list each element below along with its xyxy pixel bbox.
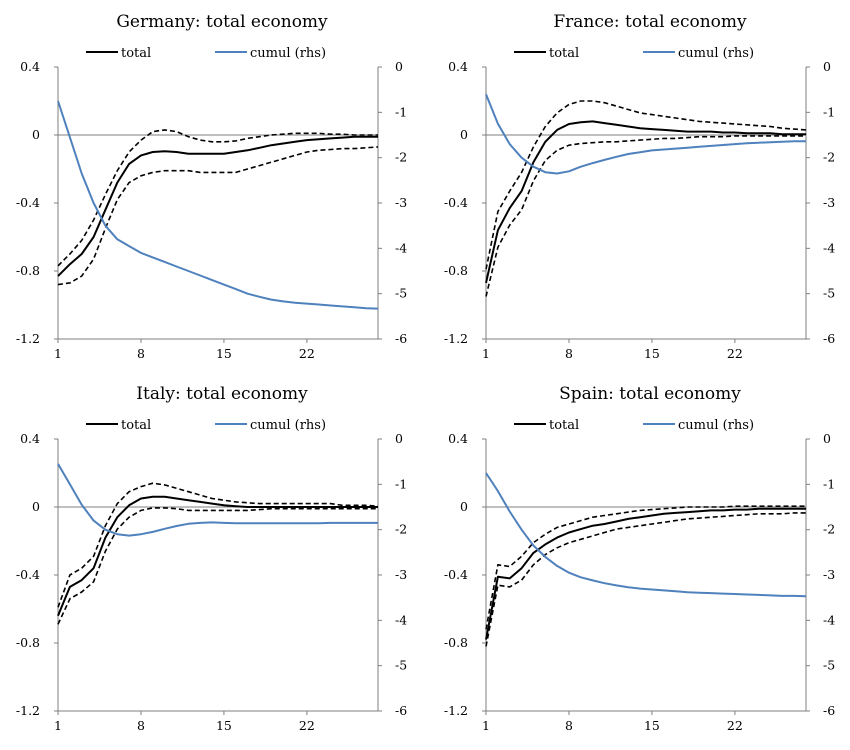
y-right-tick-label: -4 <box>395 240 407 255</box>
y-left-tick-label: -0.8 <box>16 635 40 650</box>
x-tick-label: 8 <box>137 718 145 733</box>
series-cumul-line <box>57 463 378 537</box>
y-left-tick-label: 0 <box>32 499 40 514</box>
y-left-tick-label: 0 <box>460 499 468 514</box>
y-right-tick-label: -1 <box>395 476 407 491</box>
series-band-line <box>57 507 378 625</box>
y-left-tick-label: -0.4 <box>444 195 468 210</box>
legend-cumul-label: cumul (rhs) <box>678 46 754 61</box>
y-right-tick-label: -5 <box>395 286 407 301</box>
legend-total-label: total <box>121 46 151 61</box>
x-tick-label: 22 <box>727 346 743 361</box>
y-right-tick-label: -5 <box>395 658 407 673</box>
x-tick-label: 1 <box>54 718 62 733</box>
x-tick-label: 1 <box>482 346 490 361</box>
chart-panel-2: France: total economy total cumul (rhs) 0.4… <box>444 12 835 361</box>
y-right-tick-label: 0 <box>395 431 403 446</box>
series-band-line <box>485 135 806 297</box>
chart-panel-1: Germany: total economy total cumul (rhs) 0.… <box>16 12 407 361</box>
y-right-tick-label: -2 <box>395 522 407 537</box>
y-right-tick-label: 0 <box>395 59 403 74</box>
x-tick-label: 15 <box>644 346 660 361</box>
legend-cumul-label: cumul (rhs) <box>250 46 326 61</box>
y-right-tick-label: -2 <box>823 522 835 537</box>
y-right-tick-label: -6 <box>823 703 835 718</box>
x-tick-label: 1 <box>54 346 62 361</box>
series-cumul-line <box>57 100 379 310</box>
chart-panel-3: Italy: total economy total cumul (rhs) 0.4 0… <box>16 384 407 733</box>
y-left-tick-label: 0.4 <box>448 59 468 74</box>
y-right-tick-label: -3 <box>395 195 407 210</box>
y-left-tick-label: -1.2 <box>16 703 40 718</box>
x-tick-label: 15 <box>644 718 660 733</box>
series-band-line <box>57 146 379 286</box>
series-total-line <box>485 120 806 284</box>
x-tick-label: 8 <box>137 346 145 361</box>
legend-cumul-label: cumul (rhs) <box>678 418 754 433</box>
y-left-tick-label: -1.2 <box>444 703 468 718</box>
y-left-tick-label: 0 <box>460 127 468 142</box>
y-right-tick-label: 0 <box>823 59 831 74</box>
chart-title: Germany: total economy <box>116 12 328 32</box>
y-right-tick-label: -3 <box>823 567 835 582</box>
series-total-line <box>57 135 378 277</box>
legend-total-label: total <box>549 418 579 433</box>
y-left-tick-label: -0.8 <box>444 635 468 650</box>
y-left-tick-label: -1.2 <box>444 331 468 346</box>
y-right-tick-label: -6 <box>395 703 407 718</box>
y-left-tick-label: 0.4 <box>20 431 40 446</box>
x-tick-label: 15 <box>216 718 232 733</box>
series-band-line <box>57 482 379 608</box>
series-band-line <box>485 512 806 647</box>
legend-total-label: total <box>121 418 151 433</box>
y-right-tick-label: -6 <box>823 331 835 346</box>
y-right-tick-label: -4 <box>395 612 407 627</box>
y-left-tick-label: -0.4 <box>16 195 40 210</box>
x-tick-label: 8 <box>565 346 573 361</box>
series-cumul-line <box>485 93 806 175</box>
y-left-tick-label: 0.4 <box>20 59 40 74</box>
x-tick-label: 15 <box>216 346 232 361</box>
y-right-tick-label: -1 <box>395 104 407 119</box>
chart-panel-4: Spain: total economy total cumul (rhs) 0.4 0… <box>444 384 835 733</box>
y-right-tick-label: -6 <box>395 331 407 346</box>
y-right-tick-label: 0 <box>823 431 831 446</box>
y-left-tick-label: -0.4 <box>16 567 40 582</box>
x-tick-label: 22 <box>299 718 315 733</box>
y-left-tick-label: 0 <box>32 127 40 142</box>
y-right-tick-label: -3 <box>395 567 407 582</box>
y-left-tick-label: -0.8 <box>16 263 40 278</box>
series-total-line <box>485 507 806 640</box>
legend-cumul-label: cumul (rhs) <box>250 418 326 433</box>
y-right-tick-label: -4 <box>823 240 835 255</box>
y-right-tick-label: -4 <box>823 612 835 627</box>
chart-title: Spain: total economy <box>559 384 741 404</box>
x-tick-label: 1 <box>482 718 490 733</box>
y-right-tick-label: -5 <box>823 658 835 673</box>
x-tick-label: 22 <box>727 718 743 733</box>
series-cumul-line <box>485 472 807 598</box>
y-left-tick-label: 0.4 <box>448 431 468 446</box>
y-right-tick-label: -3 <box>823 195 835 210</box>
series-band-line <box>485 100 807 270</box>
x-tick-label: 8 <box>565 718 573 733</box>
y-left-tick-label: -0.8 <box>444 263 468 278</box>
series-band-line <box>485 505 806 630</box>
y-left-tick-label: -0.4 <box>444 567 468 582</box>
chart-title: Italy: total economy <box>136 384 308 404</box>
y-left-tick-label: -1.2 <box>16 331 40 346</box>
y-right-tick-label: -2 <box>823 150 835 165</box>
series-band-line <box>57 129 378 267</box>
series-total-line <box>57 495 378 617</box>
y-right-tick-label: -1 <box>823 104 835 119</box>
y-right-tick-label: -1 <box>823 476 835 491</box>
y-right-tick-label: -5 <box>823 286 835 301</box>
chart-title: France: total economy <box>553 12 747 32</box>
legend-total-label: total <box>549 46 579 61</box>
y-right-tick-label: -2 <box>395 150 407 165</box>
x-tick-label: 22 <box>299 346 315 361</box>
